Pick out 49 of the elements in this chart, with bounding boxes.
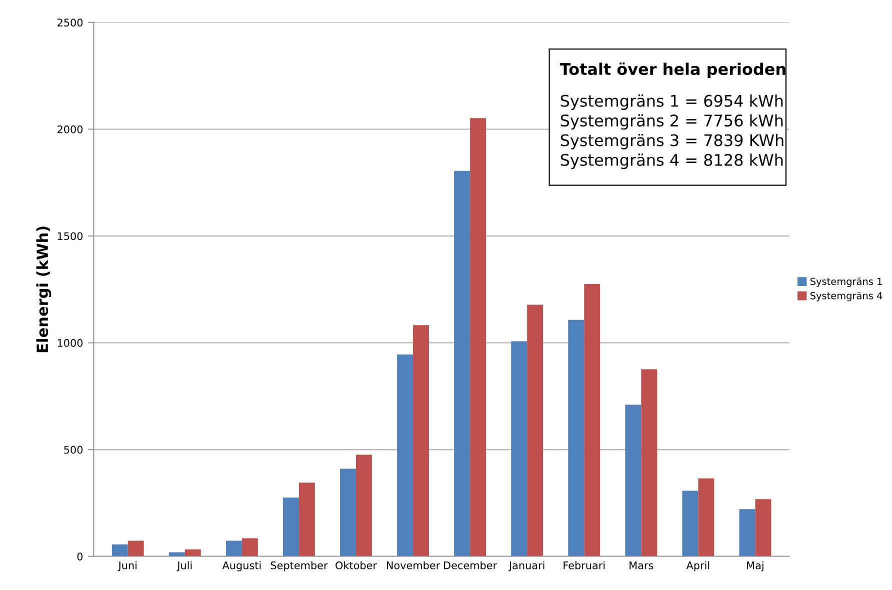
- x-tick-label: Maj: [747, 561, 764, 572]
- y-tick-label: 2500: [57, 18, 83, 27]
- bar: [356, 454, 372, 556]
- bar: [413, 325, 429, 556]
- annotation: Systemgräns 3 = 7839 KWh: [560, 134, 784, 150]
- y-tick-label: 1000: [58, 339, 83, 347]
- legend-label: Systemgräns 1: [810, 278, 882, 287]
- x-tick-label: Augusti: [222, 561, 261, 572]
- bar: [470, 118, 486, 556]
- bar: [739, 509, 756, 556]
- bar: [625, 404, 642, 556]
- bar: [641, 369, 658, 556]
- bar: [511, 341, 528, 556]
- bar: [527, 304, 544, 556]
- y-axis-title: Elenergi (kWh): [36, 226, 52, 352]
- x-tick-label: Februari: [564, 561, 605, 570]
- bar: [226, 540, 242, 556]
- annotation: Systemgräns 2 = 7756 kWh: [560, 114, 783, 130]
- y-tick-label: 0: [77, 552, 83, 560]
- y-tick-label: 500: [64, 446, 83, 454]
- x-tick-label: November: [386, 561, 440, 570]
- bar: [755, 499, 772, 556]
- bar: [298, 482, 315, 556]
- x-tick-label: Oktober: [336, 561, 377, 570]
- x-tick-label: Juni: [118, 561, 136, 572]
- y-tick-label: 1500: [58, 232, 83, 240]
- x-tick-label: Januari: [508, 561, 544, 572]
- annotation: Systemgräns 4 = 8128 kWh: [560, 154, 783, 170]
- x-tick-label: September: [270, 561, 328, 572]
- x-tick-label: April: [686, 561, 710, 572]
- bar: [698, 478, 714, 556]
- bar: [184, 549, 201, 556]
- x-tick-label: Juli: [176, 561, 192, 572]
- y-tick-label: 2000: [57, 125, 83, 134]
- bar: [283, 498, 299, 556]
- bar: [584, 284, 600, 556]
- bar: [242, 538, 258, 556]
- bar: [112, 544, 128, 556]
- bar: [454, 170, 470, 556]
- bar: [682, 490, 698, 556]
- bar: [568, 320, 584, 556]
- x-tick-label: December: [444, 561, 498, 570]
- bar: [128, 540, 144, 556]
- legend-label: Systemgräns 4: [810, 292, 882, 302]
- annotation: Totalt över hela perioden: [560, 62, 786, 78]
- bar: [340, 468, 356, 556]
- annotation: Systemgräns 1 = 6954 kWh: [560, 94, 783, 110]
- x-tick-label: Mars: [630, 562, 654, 570]
- bar: [397, 354, 414, 556]
